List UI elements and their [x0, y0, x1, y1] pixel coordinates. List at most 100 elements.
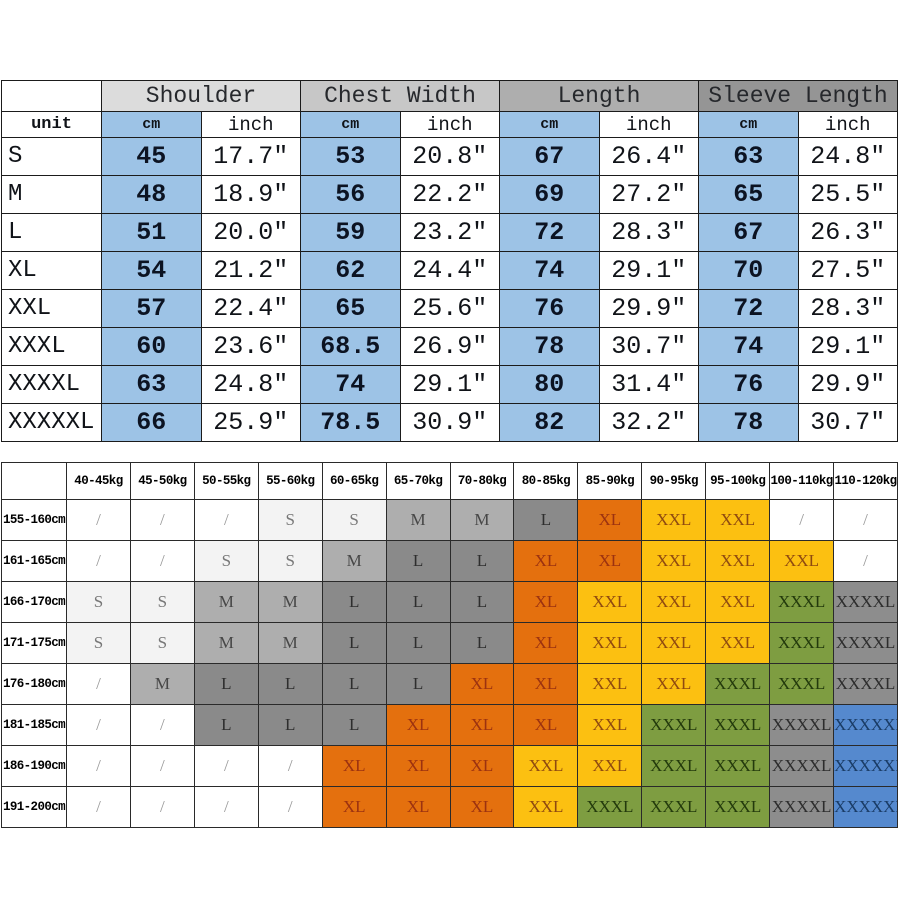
recommended-size-cell-xxl: XXL	[577, 663, 643, 705]
recommended-size-cell-s: S	[66, 581, 131, 623]
na-cell: /	[66, 499, 131, 541]
na-cell: /	[66, 786, 131, 828]
recommended-size-cell-l: L	[321, 622, 387, 664]
unit-inch-header: inch	[797, 111, 898, 138]
na-cell: /	[66, 663, 131, 705]
recommended-size-cell-xl: XL	[321, 745, 387, 787]
recommended-size-cell-m: M	[257, 581, 323, 623]
na-cell: /	[769, 499, 835, 541]
weight-header: 40-45kg	[66, 462, 131, 500]
recommended-size-cell-m: M	[193, 581, 259, 623]
cm-value: 63	[698, 137, 799, 176]
group-header-sleeve-length: Sleeve Length	[698, 80, 898, 112]
height-label: 155-160cm	[1, 499, 67, 541]
measurement-row-s: S 45 17.7" 53 20.8" 67 26.4" 63 24.8"	[1, 137, 898, 176]
recommended-size-cell-xxxl: XXXL	[577, 786, 643, 828]
cm-value: 51	[101, 213, 202, 252]
cm-value: 74	[698, 327, 799, 366]
na-cell: /	[193, 745, 259, 787]
inch-value: 29.9"	[797, 365, 898, 404]
inch-value: 22.4"	[200, 289, 301, 328]
size-label: XL	[1, 251, 102, 290]
weight-header: 85-90kg	[577, 462, 643, 500]
height-label: 166-170cm	[1, 581, 67, 623]
inch-value: 26.3"	[797, 213, 898, 252]
recommended-size-cell-l: L	[385, 581, 451, 623]
recommended-size-cell-l: L	[385, 540, 451, 582]
group-header-chest-width: Chest Width	[300, 80, 500, 112]
recommended-size-cell-s: S	[129, 581, 195, 623]
na-cell: /	[257, 745, 323, 787]
weight-header: 65-70kg	[385, 462, 451, 500]
weight-header: 100-110kg	[769, 462, 835, 500]
weight-header: 70-80kg	[449, 462, 515, 500]
measurement-row-l: L 51 20.0" 59 23.2" 72 28.3" 67 26.3"	[1, 213, 898, 252]
size-label: M	[1, 175, 102, 214]
na-cell: /	[129, 745, 195, 787]
recommended-size-cell-xl: XL	[449, 704, 515, 746]
inch-value: 26.4"	[598, 137, 699, 176]
unit-cm-header: cm	[698, 111, 799, 138]
recommended-size-cell-xxl: XXL	[641, 540, 707, 582]
cm-value: 65	[300, 289, 401, 328]
inch-value: 25.6"	[399, 289, 500, 328]
recommended-size-cell-xxl: XXL	[641, 581, 707, 623]
size-label: S	[1, 137, 102, 176]
cm-value: 67	[499, 137, 600, 176]
cm-value: 60	[101, 327, 202, 366]
recommended-size-cell-l: L	[321, 704, 387, 746]
matrix-row-166-170: 166-170cm S S M M L L L XL XXL XXL XXL XXXL XXXXL	[1, 581, 898, 623]
recommended-size-cell-xxxl: XXXL	[641, 786, 707, 828]
inch-value: 17.7"	[200, 137, 301, 176]
recommended-size-cell-xxl: XXL	[577, 622, 643, 664]
inch-value: 18.9"	[200, 175, 301, 214]
recommended-size-cell-xxl: XXL	[705, 581, 771, 623]
cm-value: 78.5	[300, 403, 401, 442]
recommended-size-cell-xxxl: XXXL	[641, 745, 707, 787]
recommended-size-cell-xl: XL	[513, 540, 579, 582]
cm-value: 48	[101, 175, 202, 214]
size-label: XXXXL	[1, 365, 102, 404]
group-header-length: Length	[499, 80, 699, 112]
recommended-size-cell-xl: XL	[385, 704, 451, 746]
recommended-size-cell-xxxxxl: XXXXXL	[833, 786, 898, 828]
weight-header: 90-95kg	[641, 462, 707, 500]
recommended-size-cell-xl: XL	[513, 622, 579, 664]
recommended-size-cell-xxxxl: XXXXL	[833, 663, 898, 705]
matrix-row-191-200: 191-200cm / / / / XL XL XL XXL XXXL XXXL XXXL XXXXL X…	[1, 786, 898, 828]
inch-value: 20.8"	[399, 137, 500, 176]
recommended-size-cell-xxxxl: XXXXL	[833, 581, 898, 623]
na-cell: /	[129, 540, 195, 582]
recommended-size-cell-xl: XL	[385, 786, 451, 828]
recommended-size-cell-m: M	[449, 499, 515, 541]
recommended-size-cell-l: L	[321, 663, 387, 705]
weight-header: 50-55kg	[193, 462, 259, 500]
recommended-size-cell-l: L	[513, 499, 579, 541]
weight-header: 55-60kg	[257, 462, 323, 500]
matrix-row-181-185: 181-185cm / / L L L XL XL XL XXL XXXL XXXL XXXXL XXXX…	[1, 704, 898, 746]
recommended-size-cell-xxl: XXL	[641, 622, 707, 664]
height-weight-size-matrix: 40-45kg 45-50kg 50-55kg 55-60kg 60-65kg 65-70…	[1, 462, 898, 828]
recommended-size-cell-xl: XL	[385, 745, 451, 787]
recommended-size-cell-xl: XL	[449, 745, 515, 787]
unit-cm-header: cm	[499, 111, 600, 138]
recommended-size-cell-m: M	[385, 499, 451, 541]
na-cell: /	[193, 499, 259, 541]
cm-value: 70	[698, 251, 799, 290]
measurement-row-xxl: XXL 57 22.4" 65 25.6" 76 29.9" 72 28.3"	[1, 289, 898, 328]
recommended-size-cell-xxxxxl: XXXXXL	[833, 745, 898, 787]
recommended-size-cell-l: L	[321, 581, 387, 623]
matrix-row-176-180: 176-180cm / M L L L L XL XL XXL XXL XXXL XXXL XXXXL	[1, 663, 898, 705]
inch-value: 27.5"	[797, 251, 898, 290]
unit-inch-header: inch	[200, 111, 301, 138]
recommended-size-cell-xxxl: XXXL	[641, 704, 707, 746]
recommended-size-cell-s: S	[193, 540, 259, 582]
cm-value: 56	[300, 175, 401, 214]
recommended-size-cell-xxl: XXL	[641, 499, 707, 541]
inch-value: 30.7"	[598, 327, 699, 366]
recommended-size-cell-xxxl: XXXL	[769, 622, 835, 664]
measurement-row-xxxxl: XXXXL 63 24.8" 74 29.1" 80 31.4" 76 29.9"	[1, 365, 898, 404]
recommended-size-cell-l: L	[449, 622, 515, 664]
recommended-size-cell-xxxl: XXXL	[705, 704, 771, 746]
cm-value: 74	[499, 251, 600, 290]
